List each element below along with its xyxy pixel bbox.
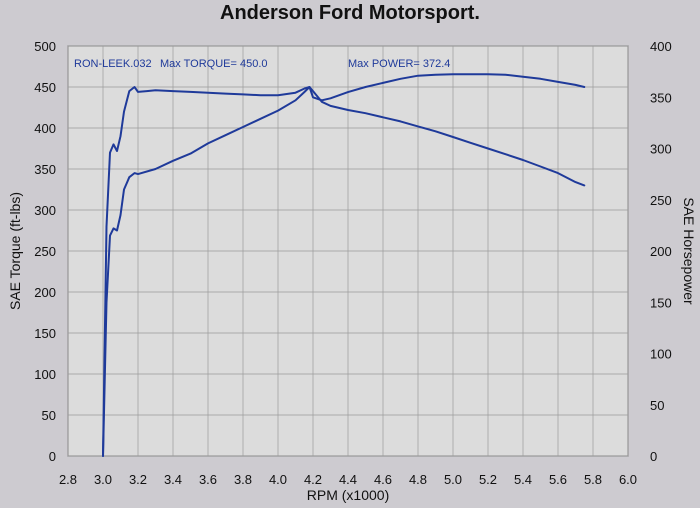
y-tick-label: 350 <box>34 162 56 177</box>
x-tick-label: 5.4 <box>514 472 532 487</box>
x-tick-label: 3.8 <box>234 472 252 487</box>
y2-tick-label: 250 <box>650 193 672 208</box>
y-tick-label: 50 <box>42 408 56 423</box>
x-tick-label: 5.2 <box>479 472 497 487</box>
x-tick-label: 5.8 <box>584 472 602 487</box>
x-tick-label: 4.6 <box>374 472 392 487</box>
y2-tick-label: 300 <box>650 142 672 157</box>
x-tick-label: 4.4 <box>339 472 357 487</box>
x-tick-label: 3.4 <box>164 472 182 487</box>
y-tick-label: 300 <box>34 203 56 218</box>
y2-tick-label: 150 <box>650 295 672 310</box>
x-tick-labels: 2.8 3.0 3.2 3.4 3.6 3.8 4.0 4.2 4.4 4.6 4.8 5.0 5.2 5… <box>59 472 637 487</box>
y-tick-labels: 0 50 100 150 200 250 300 350 400 450 500 <box>34 39 56 464</box>
y2-tick-label: 400 <box>650 39 672 54</box>
y-tick-label: 400 <box>34 121 56 136</box>
x-tick-label: 2.8 <box>59 472 77 487</box>
y2-tick-label: 100 <box>650 347 672 362</box>
y-tick-label: 150 <box>34 326 56 341</box>
x-axis-label: RPM (x1000) <box>307 487 389 503</box>
x-tick-label: 4.2 <box>304 472 322 487</box>
x-tick-label: 3.0 <box>94 472 112 487</box>
x-tick-label: 5.6 <box>549 472 567 487</box>
x-tick-label: 6.0 <box>619 472 637 487</box>
y2-tick-label: 0 <box>650 449 657 464</box>
y2-axis-label: SAE Horsepower <box>681 197 697 305</box>
y-tick-label: 100 <box>34 367 56 382</box>
x-tick-label: 3.6 <box>199 472 217 487</box>
y2-tick-label: 350 <box>650 90 672 105</box>
max-power-annotation: Max POWER= 372.4 <box>348 58 450 70</box>
y-tick-label: 250 <box>34 244 56 259</box>
max-torque-annotation: Max TORQUE= 450.0 <box>160 58 268 70</box>
y-tick-label: 0 <box>49 449 56 464</box>
x-tick-label: 4.0 <box>269 472 287 487</box>
run-name-annotation: RON-LEEK.032 <box>74 58 152 70</box>
y-tick-label: 500 <box>34 39 56 54</box>
y2-tick-label: 200 <box>650 244 672 259</box>
y-axis-label: SAE Torque (ft-lbs) <box>7 192 23 310</box>
x-tick-label: 5.0 <box>444 472 462 487</box>
y-tick-label: 200 <box>34 285 56 300</box>
x-tick-label: 3.2 <box>129 472 147 487</box>
y-tick-label: 450 <box>34 80 56 95</box>
y2-tick-label: 50 <box>650 398 664 413</box>
y2-tick-labels: 0 50 100 150 200 250 300 350 400 <box>650 39 672 464</box>
x-tick-label: 4.8 <box>409 472 427 487</box>
